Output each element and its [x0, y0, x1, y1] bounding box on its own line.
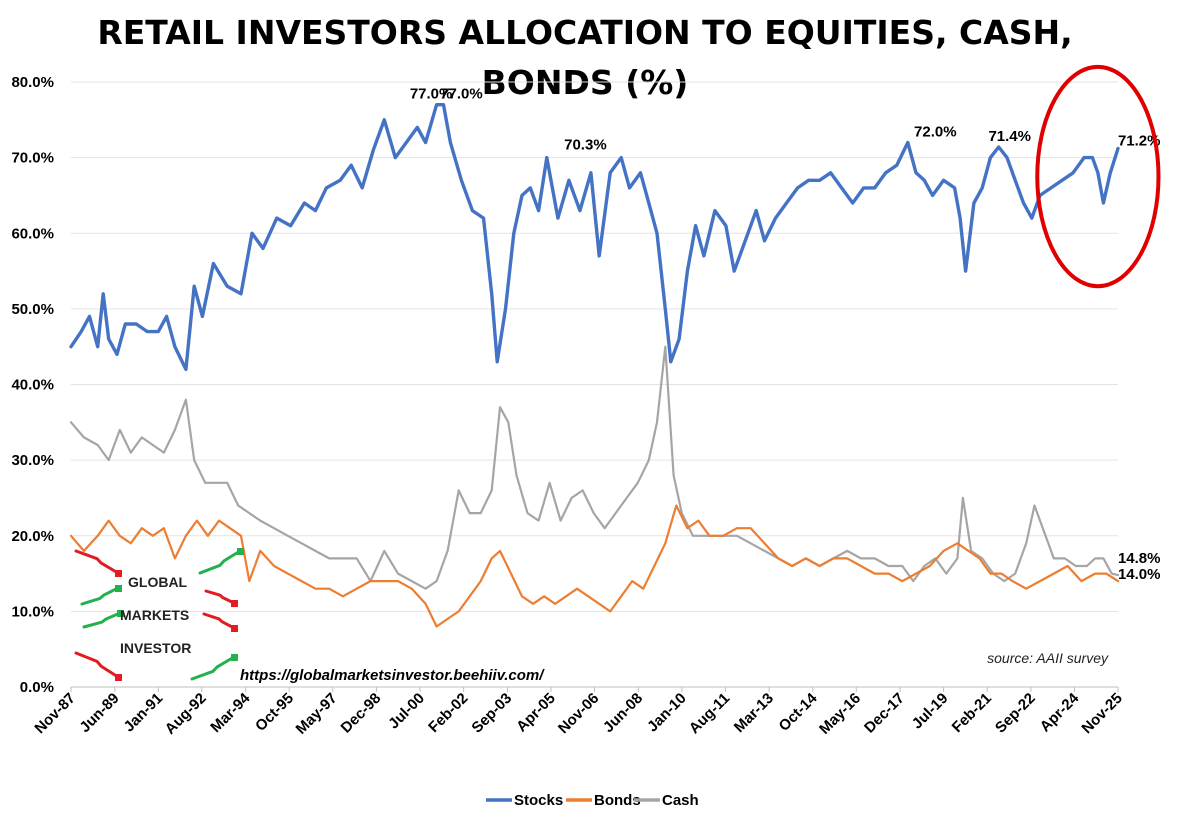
y-tick-label: 10.0%: [11, 603, 54, 620]
y-axis: 0.0% 10.0% 20.0% 30.0% 40.0% 50.0% 60.0% 70.0% 8…: [11, 74, 54, 696]
highlight-circle: [1035, 64, 1161, 289]
y-tick-label: 20.0%: [11, 528, 54, 545]
x-tick-label: May-16: [816, 690, 864, 738]
x-tick-label: Apr-05: [513, 690, 559, 736]
x-tick-label: Nov-06: [555, 690, 602, 737]
up-arrow-icon-head: [237, 548, 244, 555]
x-tick-label: May-97: [293, 690, 341, 738]
data-label: 70.3%: [564, 136, 607, 153]
watermark-word: INVESTOR: [120, 640, 191, 656]
up-arrow-icon-head: [231, 654, 238, 661]
up-arrow-icon-head: [117, 610, 124, 617]
data-label: 71.4%: [988, 128, 1031, 145]
series-line-stocks: [69, 103, 1120, 372]
chart-title-line-1: RETAIL INVESTORS ALLOCATION TO EQUITIES,…: [97, 13, 1073, 52]
y-tick-label: 70.0%: [11, 150, 54, 167]
legend: Stocks Bonds Cash: [486, 792, 699, 809]
x-tick-label: Dec-98: [338, 690, 385, 737]
x-tick-label: Nov-25: [1078, 690, 1125, 737]
down-arrow-icon-head: [231, 600, 238, 607]
x-tick-label: Sep-22: [992, 690, 1039, 737]
x-tick-label: Aug-92: [162, 690, 210, 738]
x-tick-label: Oct-14: [776, 689, 821, 734]
gridlines: [71, 81, 1118, 612]
up-arrow-icon: [80, 586, 120, 606]
x-tick-label: Feb-02: [425, 690, 471, 736]
data-label: 14.0%: [1118, 566, 1161, 583]
data-label: 14.8%: [1118, 550, 1161, 567]
data-label: 72.0%: [914, 124, 957, 141]
x-tick-label: Dec-17: [861, 690, 908, 737]
x-tick-label: Jul-19: [909, 690, 952, 733]
watermark-word: GLOBAL: [128, 574, 188, 590]
down-arrow-icon: [204, 589, 236, 605]
highlight-ellipse: [1035, 64, 1161, 289]
down-arrow-icon: [74, 651, 120, 679]
series-line-bonds: [69, 504, 1120, 628]
watermark-url: https://globalmarketsinvestor.beehiiv.co…: [240, 667, 545, 684]
up-arrow-icon-head: [115, 585, 122, 592]
series-line-cash: [69, 345, 1120, 590]
data-label: 77.0%: [410, 86, 453, 103]
up-arrow-icon: [190, 655, 236, 681]
x-tick-label: Jun-89: [76, 690, 122, 736]
down-arrow-icon-head: [115, 570, 122, 577]
down-arrow-icon: [202, 612, 236, 630]
up-arrow-icon: [82, 611, 122, 629]
down-arrow-icon-head: [231, 625, 238, 632]
source-note: source: AAII survey: [987, 650, 1109, 666]
legend-label-bonds: Bonds: [594, 792, 641, 809]
y-tick-label: 30.0%: [11, 452, 54, 469]
watermark-word: MARKETS: [120, 607, 189, 623]
x-tick-label: Jun-08: [600, 690, 646, 736]
x-tick-label: Jan-10: [644, 690, 690, 736]
x-tick-label: Oct-95: [252, 690, 297, 735]
x-tick-label: Feb-21: [949, 690, 995, 736]
down-arrow-icon-head: [115, 674, 122, 681]
data-label: 71.2%: [1118, 133, 1161, 150]
x-tick-label: Mar-13: [731, 690, 777, 736]
x-tick-label: Mar-94: [207, 689, 254, 736]
x-tick-label: Apr-24: [1037, 689, 1083, 735]
series-lines: [69, 103, 1120, 628]
x-tick-label: Jan-91: [121, 690, 167, 736]
x-axis: Nov-87Jun-89Jan-91Aug-92Mar-94Oct-95May-…: [31, 686, 1126, 738]
up-arrow-icon: [198, 549, 242, 575]
y-tick-label: 40.0%: [11, 377, 54, 394]
legend-label-stocks: Stocks: [514, 792, 563, 809]
y-tick-label: 0.0%: [20, 679, 54, 696]
data-label: 77.0%: [440, 86, 483, 103]
x-tick-label: Nov-87: [31, 690, 78, 737]
y-tick-label: 80.0%: [11, 74, 54, 91]
watermark: GLOBAL MARKETS INVESTOR https://globalmarke…: [74, 548, 545, 684]
y-tick-label: 50.0%: [11, 301, 54, 318]
y-tick-label: 60.0%: [11, 225, 54, 242]
x-tick-label: Aug-11: [686, 690, 733, 737]
x-tick-label: Jul-00: [385, 690, 428, 733]
x-tick-label: Sep-03: [468, 690, 515, 737]
data-annotations: 77.0%77.0% 70.3% 72.0% 71.4% 71.2% 14.8%14.0%: [410, 86, 1161, 583]
down-arrow-icon: [74, 549, 120, 575]
legend-label-cash: Cash: [662, 792, 699, 809]
